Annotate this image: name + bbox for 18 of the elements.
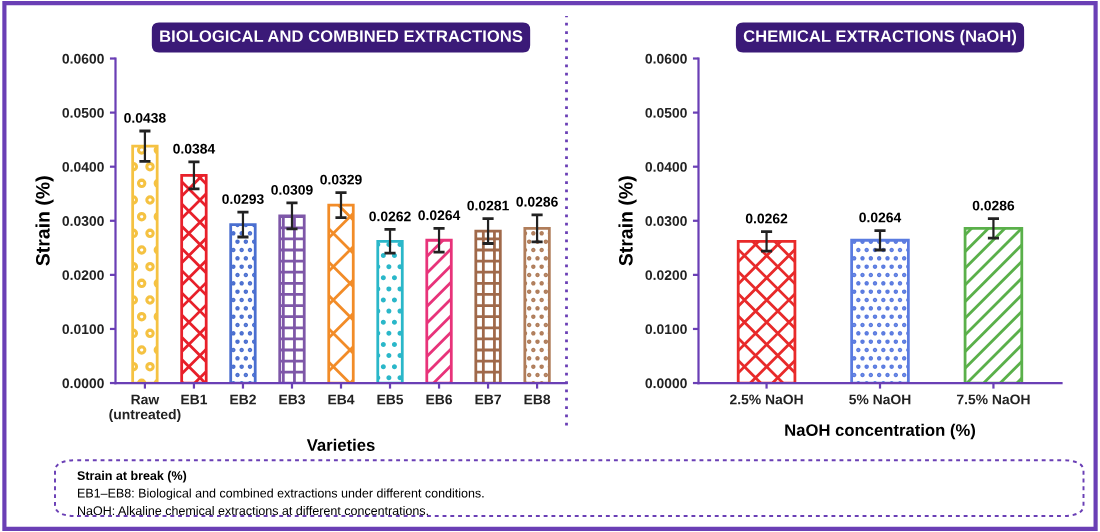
chart-title: BIOLOGICAL AND COMBINED EXTRACTIONS [160, 30, 523, 43]
bar [278, 214, 306, 384]
bar [425, 238, 453, 384]
chart-title: CHEMICAL EXTRACTIONS (NaOH) [743, 29, 1017, 46]
bar [131, 144, 159, 384]
y-axis-title: Strain (%) [35, 176, 54, 266]
bar [736, 239, 797, 384]
bar [474, 229, 502, 384]
x-axis-title: NaOH concentration (%) [785, 423, 976, 440]
x-axis-title: Varieties [306, 438, 375, 451]
bar [963, 226, 1024, 384]
bar [229, 223, 257, 384]
bar [850, 238, 910, 384]
bar [327, 203, 355, 384]
bar [523, 226, 551, 384]
bar [180, 173, 208, 384]
y-axis-title: Strain (%) [618, 176, 637, 266]
bar [376, 239, 404, 384]
